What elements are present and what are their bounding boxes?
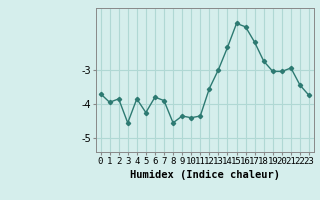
X-axis label: Humidex (Indice chaleur): Humidex (Indice chaleur) bbox=[130, 170, 280, 180]
